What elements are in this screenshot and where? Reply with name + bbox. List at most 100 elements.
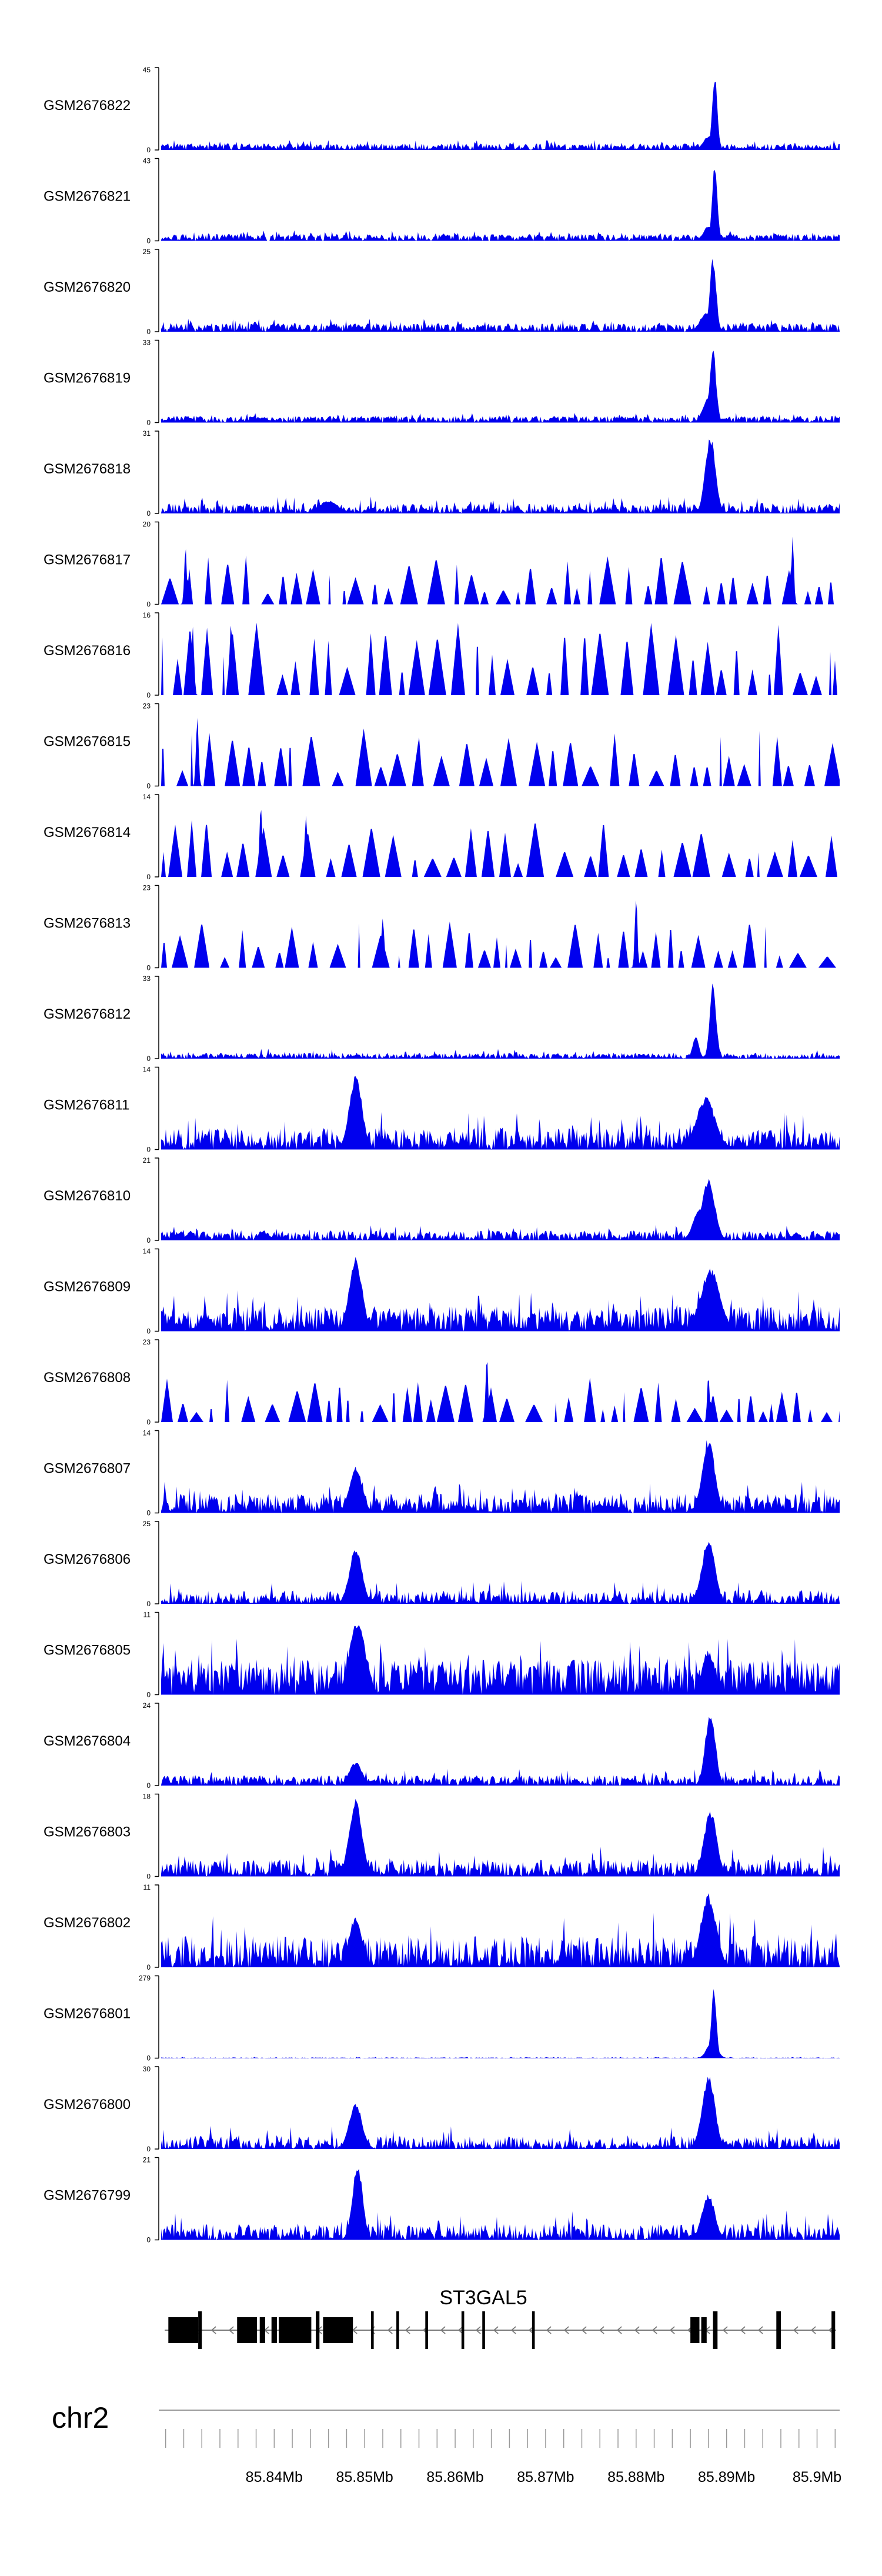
strand-arrow <box>493 2326 499 2334</box>
track-label: GSM2676820 <box>44 279 131 295</box>
track-GSM2676811: GSM2676811 14 0 <box>44 1066 840 1154</box>
y-min-label: 0 <box>146 1600 151 1608</box>
track-label: GSM2676811 <box>44 1097 129 1113</box>
y-min-label: 0 <box>146 509 151 518</box>
exon <box>776 2311 781 2349</box>
coverage-area <box>161 351 840 423</box>
track-GSM2676803: GSM2676803 18 0 <box>44 1793 840 1881</box>
y-min-label: 0 <box>146 691 151 699</box>
coverage-area <box>161 2077 840 2149</box>
exon <box>271 2317 277 2343</box>
coverage-area <box>161 810 840 877</box>
y-min-label: 0 <box>146 1327 151 1336</box>
track-GSM2676814: GSM2676814 14 0 <box>44 793 840 881</box>
y-max-label: 11 <box>143 1883 151 1891</box>
coverage-area <box>161 439 840 513</box>
y-min-label: 0 <box>146 1963 151 1971</box>
exon <box>831 2311 836 2349</box>
exon <box>396 2311 399 2349</box>
coverage-area <box>161 82 840 150</box>
y-min-label: 0 <box>146 237 151 245</box>
strand-arrow <box>757 2326 763 2334</box>
track-GSM2676822: GSM2676822 45 0 <box>44 66 840 154</box>
track-GSM2676819: GSM2676819 33 0 <box>44 339 840 427</box>
y-max-label: 30 <box>143 2065 151 2073</box>
strand-arrow <box>405 2326 410 2334</box>
coverage-area <box>161 718 840 786</box>
y-max-label: 21 <box>143 1156 151 1164</box>
track-label: GSM2676808 <box>44 1370 131 1386</box>
y-max-label: 23 <box>143 1338 151 1346</box>
exon <box>425 2311 428 2349</box>
strand-arrow <box>599 2326 604 2334</box>
coverage-area <box>161 1440 840 1513</box>
coverage-area <box>161 170 840 241</box>
y-max-label: 14 <box>143 1247 151 1256</box>
strand-arrow <box>387 2326 393 2334</box>
track-label: GSM2676813 <box>44 916 131 932</box>
gene-model <box>165 2311 836 2349</box>
y-max-label: 16 <box>143 611 151 619</box>
track-GSM2676807: GSM2676807 14 0 <box>44 1429 840 1517</box>
y-max-label: 33 <box>143 339 151 347</box>
track-GSM2676801: GSM2676801 279 0 <box>44 1974 840 2063</box>
y-min-label: 0 <box>146 2236 151 2244</box>
y-max-label: 279 <box>139 1974 151 1983</box>
y-min-label: 0 <box>146 1691 151 1699</box>
track-label: GSM2676803 <box>44 1824 131 1840</box>
coverage-area <box>161 900 840 968</box>
y-max-label: 11 <box>143 1611 151 1619</box>
track-label: GSM2676799 <box>44 2188 131 2204</box>
y-max-label: 23 <box>143 884 151 892</box>
gene-label: ST3GAL5 <box>439 2287 527 2309</box>
strand-arrow <box>722 2326 728 2334</box>
track-GSM2676809: GSM2676809 14 0 <box>44 1247 840 1336</box>
y-min-label: 0 <box>146 328 151 336</box>
track-GSM2676812: GSM2676812 33 0 <box>44 975 840 1063</box>
track-GSM2676815: GSM2676815 23 0 <box>44 702 840 790</box>
track-label: GSM2676806 <box>44 1551 131 1567</box>
y-min-label: 0 <box>146 2054 151 2063</box>
y-min-label: 0 <box>146 964 151 972</box>
track-label: GSM2676804 <box>44 1733 131 1749</box>
track-GSM2676820: GSM2676820 25 0 <box>44 248 840 336</box>
strand-arrow <box>546 2326 552 2334</box>
track-GSM2676805: GSM2676805 11 0 <box>44 1611 840 1699</box>
coverage-area <box>161 1076 840 1150</box>
y-min-label: 0 <box>146 1418 151 1426</box>
track-label: GSM2676819 <box>44 371 131 386</box>
coverage-area <box>161 536 840 605</box>
track-label: GSM2676807 <box>44 1461 131 1477</box>
exon <box>279 2317 312 2343</box>
track-GSM2676813: GSM2676813 23 0 <box>44 884 840 972</box>
axis-tick-label: 85.9Mb <box>793 2469 841 2485</box>
y-max-label: 18 <box>143 1793 151 1801</box>
track-label: GSM2676815 <box>44 734 131 750</box>
y-max-label: 43 <box>143 157 151 165</box>
coverage-area <box>161 1362 840 1422</box>
track-label: GSM2676809 <box>44 1279 131 1295</box>
coverage-area <box>161 1798 840 1877</box>
track-label: GSM2676812 <box>44 1006 131 1022</box>
exon <box>713 2311 718 2349</box>
exon <box>198 2311 202 2349</box>
y-max-label: 23 <box>143 702 151 710</box>
strand-arrow <box>457 2326 463 2334</box>
coverage-area <box>161 622 840 695</box>
y-min-label: 0 <box>146 1146 151 1154</box>
y-min-label: 0 <box>146 1781 151 1790</box>
exon <box>259 2317 265 2343</box>
axis-tick-label: 85.86Mb <box>426 2469 483 2485</box>
exon <box>370 2311 374 2349</box>
gene-track: ST3GAL5 <box>165 2287 836 2349</box>
chromosome-label: chr2 <box>52 2401 109 2434</box>
track-GSM2676816: GSM2676816 16 0 <box>44 611 840 699</box>
y-min-label: 0 <box>146 782 151 790</box>
y-max-label: 25 <box>143 248 151 256</box>
strand-arrow <box>475 2326 481 2334</box>
coverage-area <box>161 1988 840 2058</box>
track-GSM2676802: GSM2676802 11 0 <box>44 1883 840 1971</box>
coverage-area <box>161 2168 840 2240</box>
track-GSM2676799: GSM2676799 21 0 <box>44 2156 840 2244</box>
track-label: GSM2676818 <box>44 461 131 477</box>
